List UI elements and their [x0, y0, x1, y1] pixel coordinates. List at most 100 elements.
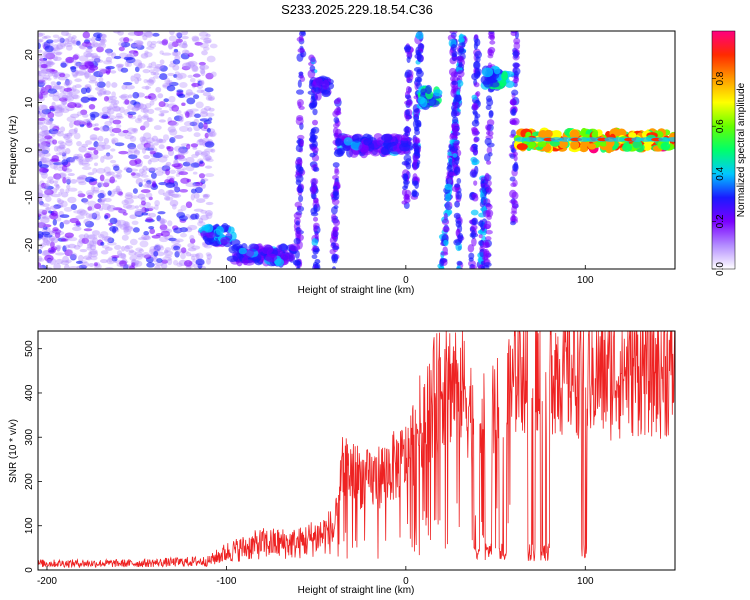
noise-blob — [97, 135, 104, 142]
noise-blob — [192, 183, 201, 188]
streak-blob — [444, 201, 453, 211]
noise-blob — [184, 49, 190, 56]
noise-blob — [45, 196, 52, 203]
noise-blob — [133, 101, 141, 109]
noise-blob — [78, 68, 87, 76]
noise-blob — [61, 191, 69, 198]
streak-blob — [308, 102, 316, 109]
streak-blob — [453, 140, 459, 149]
noise-blob — [91, 41, 99, 48]
y-tick-label: 200 — [24, 473, 35, 490]
streak-blob — [479, 219, 484, 228]
noise-blob — [192, 64, 198, 72]
streak-blob — [471, 217, 478, 226]
noise-blob — [176, 89, 184, 93]
noise-blob — [41, 157, 47, 164]
band-blob — [632, 140, 643, 149]
noise-blob — [53, 72, 58, 80]
noise-blob — [41, 147, 46, 152]
noise-blob — [146, 65, 155, 69]
noise-blob — [45, 70, 52, 75]
noise-blob — [58, 163, 64, 169]
noise-blob — [137, 114, 142, 122]
noise-blob — [171, 41, 179, 48]
noise-blob — [154, 170, 164, 176]
noise-blob — [87, 172, 95, 176]
streak-blob — [329, 248, 336, 255]
noise-blob — [199, 111, 209, 118]
noise-blob — [136, 253, 146, 258]
noise-blob — [204, 105, 212, 112]
noise-blob — [189, 234, 195, 241]
noise-blob — [205, 157, 211, 161]
noise-blob — [162, 256, 172, 262]
noise-blob — [78, 119, 85, 126]
noise-blob — [72, 94, 80, 100]
noise-blob — [156, 166, 166, 172]
noise-blob — [92, 167, 98, 174]
noise-blob — [85, 52, 94, 58]
noise-blob — [109, 133, 115, 137]
streak-blob — [333, 116, 340, 124]
noise-blob — [142, 235, 152, 241]
colorbar-ticks: 0.0 0.2 0.4 0.6 0.8 — [712, 71, 726, 276]
band-blob — [352, 133, 363, 143]
noise-blob — [50, 158, 60, 163]
noise-blob — [146, 40, 153, 48]
noise-blob — [139, 240, 149, 248]
x-tick-label: 100 — [577, 576, 594, 587]
noise-blob — [57, 92, 68, 100]
noise-blob — [200, 214, 209, 221]
noise-blob — [146, 262, 155, 268]
streak-blob — [458, 61, 463, 68]
noise-blob — [162, 192, 172, 197]
noise-blob — [39, 88, 49, 96]
noise-blob — [98, 71, 104, 78]
noise-blob — [39, 137, 47, 144]
streak-blob — [416, 68, 423, 75]
noise-blob — [110, 159, 117, 164]
noise-blob — [135, 178, 144, 185]
noise-blob — [109, 95, 117, 101]
noise-blob — [143, 231, 150, 236]
noise-blob — [64, 79, 73, 86]
colorbar-label: Normalized spectral amplitude — [736, 82, 747, 217]
band-blob — [213, 239, 220, 247]
noise-blob — [122, 129, 129, 134]
noise-blob — [200, 107, 208, 115]
noise-blob — [87, 234, 98, 241]
noise-blob — [97, 198, 103, 203]
noise-blob — [205, 112, 215, 117]
noise-blob — [177, 119, 184, 123]
streak-blob — [471, 237, 477, 247]
noise-blob — [53, 56, 62, 61]
noise-blob — [38, 121, 44, 125]
noise-blob — [147, 159, 152, 165]
noise-blob — [38, 117, 46, 121]
noise-blob — [131, 106, 140, 112]
noise-blob — [104, 120, 113, 127]
noise-blob — [125, 167, 133, 173]
noise-blob — [182, 40, 187, 46]
noise-blob — [179, 116, 184, 122]
streak-blob — [456, 178, 462, 184]
noise-blob — [57, 145, 66, 149]
noise-blob — [157, 93, 164, 99]
noise-blob — [74, 78, 82, 83]
noise-blob — [138, 103, 147, 110]
x-tick-label: 100 — [577, 275, 594, 286]
noise-blob — [66, 157, 75, 163]
noise-blob — [43, 237, 48, 244]
noise-blob — [173, 134, 184, 139]
streak-blob — [333, 229, 339, 237]
streak-blob — [488, 110, 494, 119]
noise-blob — [40, 125, 48, 133]
noise-blob — [204, 173, 215, 178]
streak-blob — [414, 119, 421, 127]
streak-blob — [474, 113, 481, 119]
noise-blob — [201, 150, 211, 156]
noise-blob — [42, 92, 49, 97]
band-blob — [380, 146, 390, 156]
noise-blob — [106, 108, 115, 115]
noise-blob — [129, 135, 137, 142]
